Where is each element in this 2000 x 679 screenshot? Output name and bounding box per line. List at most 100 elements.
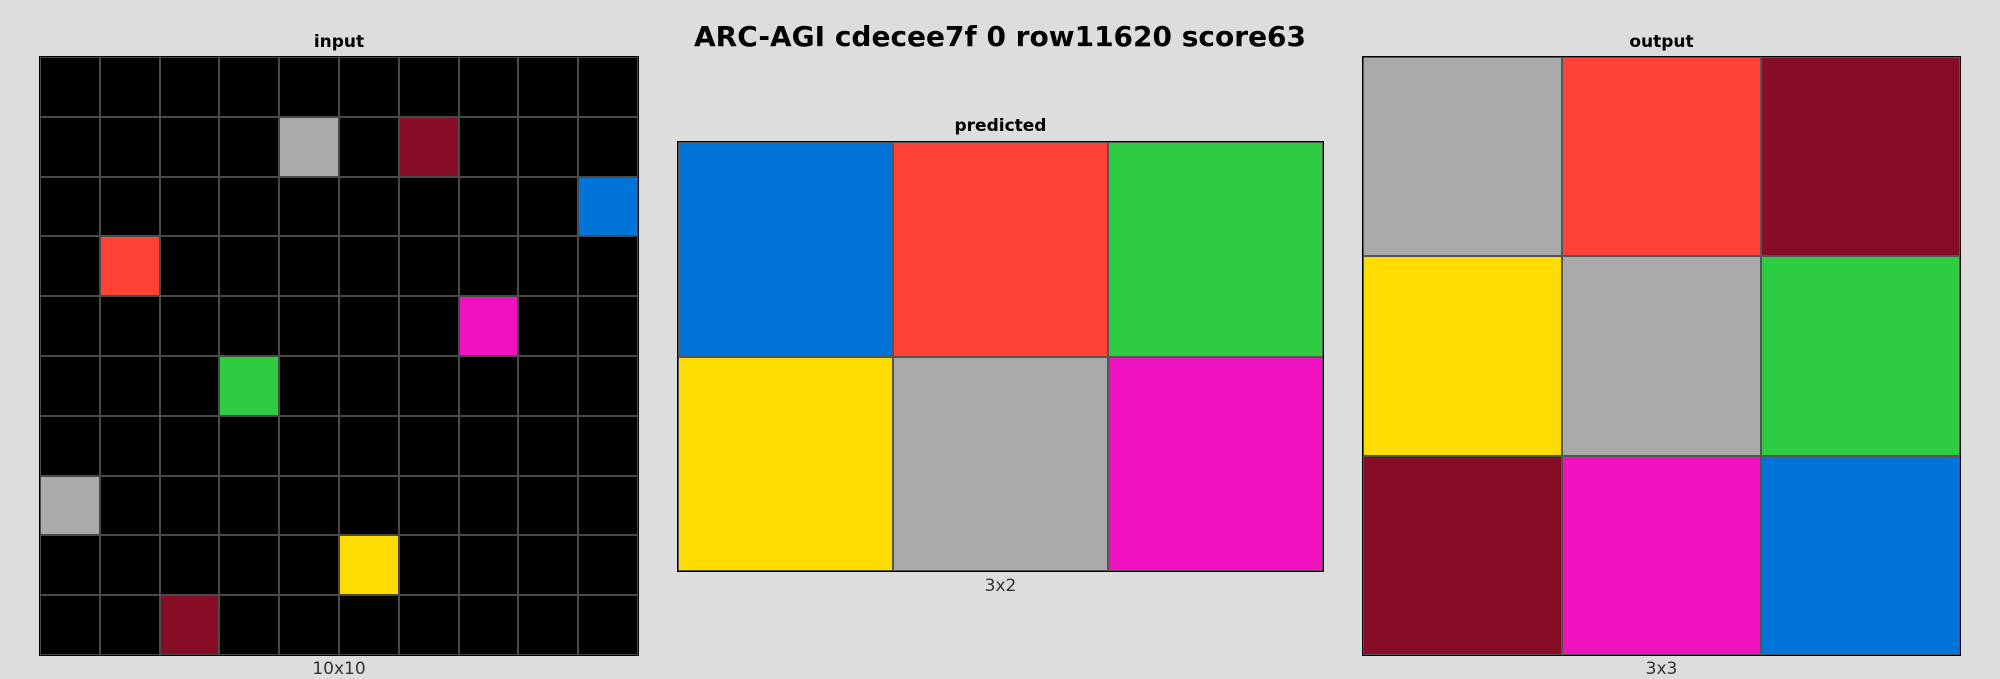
- grid-cell: [219, 296, 280, 356]
- grid-cell: [99, 176, 160, 237]
- grid-cell: [40, 355, 100, 416]
- grid-cell: [578, 57, 638, 117]
- grid-cell: [219, 116, 280, 177]
- grid-cell: [159, 475, 220, 536]
- grid-cell: [458, 236, 519, 297]
- predicted-grid: [677, 141, 1324, 572]
- grid-cell: [279, 535, 339, 596]
- page-title: ARC-AGI cdecee7f 0 row11620 score63: [693, 20, 1307, 53]
- grid-cell: [518, 475, 579, 536]
- grid-cell: [219, 475, 280, 536]
- grid-cell: [338, 535, 399, 596]
- grid-cell: [159, 415, 220, 476]
- grid-cell: [219, 57, 280, 117]
- grid-cell: [99, 595, 160, 655]
- grid-cell: [398, 236, 459, 297]
- grid-cell: [338, 296, 399, 356]
- grid-cell: [578, 236, 638, 297]
- grid-cell: [578, 355, 638, 416]
- grid-cell: [1562, 256, 1761, 456]
- predicted-panel: predicted 3x2: [677, 0, 1324, 671]
- grid-cell: [518, 535, 579, 596]
- grid-cell: [398, 296, 459, 356]
- grid-cell: [398, 116, 459, 177]
- grid-cell: [279, 595, 339, 655]
- grid-cell: [1761, 256, 1960, 456]
- input-label: input: [313, 32, 365, 52]
- grid-cell: [518, 116, 579, 177]
- grid-cell: [578, 475, 638, 536]
- grid-cell: [1363, 256, 1562, 456]
- grid-cell: [159, 116, 220, 177]
- grid-cell: [159, 296, 220, 356]
- grid-cell: [279, 355, 339, 416]
- grid-cell: [518, 415, 579, 476]
- grid-cell: [99, 116, 160, 177]
- grid-cell: [458, 176, 519, 237]
- grid-cell: [518, 176, 579, 237]
- grid-cell: [518, 57, 579, 117]
- grid-cell: [338, 116, 399, 177]
- grid-cell: [518, 355, 579, 416]
- grid-cell: [578, 595, 638, 655]
- grid-cell: [338, 415, 399, 476]
- grid-cell: [40, 595, 100, 655]
- grid-cell: [398, 415, 459, 476]
- grid-cell: [219, 176, 280, 237]
- grid-cell: [1562, 57, 1761, 257]
- grid-cell: [99, 296, 160, 356]
- grid-cell: [279, 116, 339, 177]
- grid-cell: [40, 535, 100, 596]
- grid-cell: [219, 595, 280, 655]
- grid-cell: [99, 535, 160, 596]
- grid-cell: [893, 356, 1108, 571]
- grid-cell: [279, 415, 339, 476]
- grid-cell: [893, 142, 1108, 357]
- grid-cell: [1562, 455, 1761, 655]
- grid-cell: [40, 415, 100, 476]
- grid-cell: [219, 355, 280, 416]
- grid-cell: [99, 57, 160, 117]
- predicted-label: predicted: [954, 116, 1047, 136]
- output-label: output: [1629, 32, 1694, 52]
- output-panel: output 3x3: [1362, 0, 1961, 679]
- grid-cell: [219, 415, 280, 476]
- grid-cell: [159, 176, 220, 237]
- grid-cell: [40, 475, 100, 536]
- output-grid: [1362, 56, 1961, 656]
- grid-cell: [1363, 57, 1562, 257]
- grid-cell: [40, 296, 100, 356]
- grid-cell: [398, 176, 459, 237]
- grid-cell: [159, 355, 220, 416]
- grid-cell: [398, 355, 459, 416]
- input-dims: 10x10: [312, 659, 366, 679]
- grid-cell: [338, 176, 399, 237]
- grid-cell: [398, 475, 459, 536]
- grid-cell: [338, 355, 399, 416]
- grid-cell: [1761, 57, 1960, 257]
- input-grid: [39, 56, 639, 656]
- grid-cell: [159, 595, 220, 655]
- grid-cell: [458, 535, 519, 596]
- grid-cell: [279, 475, 339, 536]
- grid-cell: [518, 296, 579, 356]
- grid-cell: [1108, 142, 1323, 357]
- grid-cell: [678, 142, 893, 357]
- grid-cell: [40, 57, 100, 117]
- grid-cell: [338, 236, 399, 297]
- grid-cell: [578, 415, 638, 476]
- predicted-dims: 3x2: [984, 576, 1017, 596]
- grid-cell: [398, 535, 459, 596]
- grid-cell: [40, 116, 100, 177]
- grid-cell: [458, 415, 519, 476]
- grid-cell: [279, 236, 339, 297]
- grid-cell: [338, 475, 399, 536]
- grid-cell: [219, 535, 280, 596]
- grid-cell: [1108, 356, 1323, 571]
- grid-cell: [458, 57, 519, 117]
- grid-cell: [398, 57, 459, 117]
- grid-cell: [279, 176, 339, 237]
- grid-cell: [99, 355, 160, 416]
- grid-cell: [518, 595, 579, 655]
- grid-cell: [458, 296, 519, 356]
